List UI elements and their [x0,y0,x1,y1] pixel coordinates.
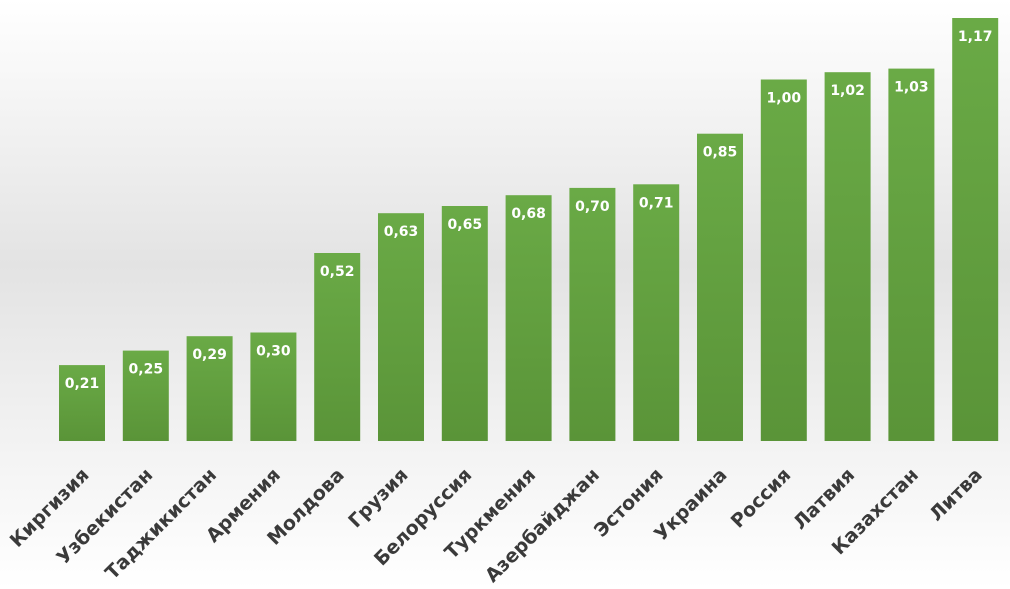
value-label-7: 0,65 [448,217,483,233]
bar-7 [441,206,488,441]
bars-group [59,18,999,442]
bar-14 [888,68,935,441]
value-label-12: 1,00 [767,91,802,107]
bar-11 [697,133,743,441]
bar-1 [59,365,105,441]
bar-4 [250,332,297,441]
bar-13 [824,72,871,441]
bar-12 [760,79,807,441]
bar-2 [122,350,169,441]
bar-8 [505,195,552,441]
value-label-9: 0,70 [575,199,610,215]
value-label-3: 0,29 [192,347,227,363]
value-label-10: 0,71 [639,195,674,211]
value-label-15: 1,17 [958,29,993,45]
value-labels-group: 0,21 0,25 0,29 0,30 0,52 0,63 0,65 0,68 0,70 0,71… [65,29,993,392]
bar-15 [952,18,999,441]
value-label-4: 0,30 [256,344,291,360]
value-label-14: 1,03 [894,80,929,96]
bar-6 [378,213,424,441]
bar-5 [314,253,361,441]
value-label-5: 0,52 [320,264,355,280]
value-label-6: 0,63 [384,224,419,240]
value-label-13: 1,02 [830,83,865,99]
bar-10 [633,184,680,442]
value-label-2: 0,25 [129,362,164,378]
value-label-8: 0,68 [511,206,546,222]
bar-3 [186,336,233,441]
value-label-1: 0,21 [65,376,100,392]
value-label-11: 0,85 [703,145,738,161]
bar-9 [569,187,616,441]
